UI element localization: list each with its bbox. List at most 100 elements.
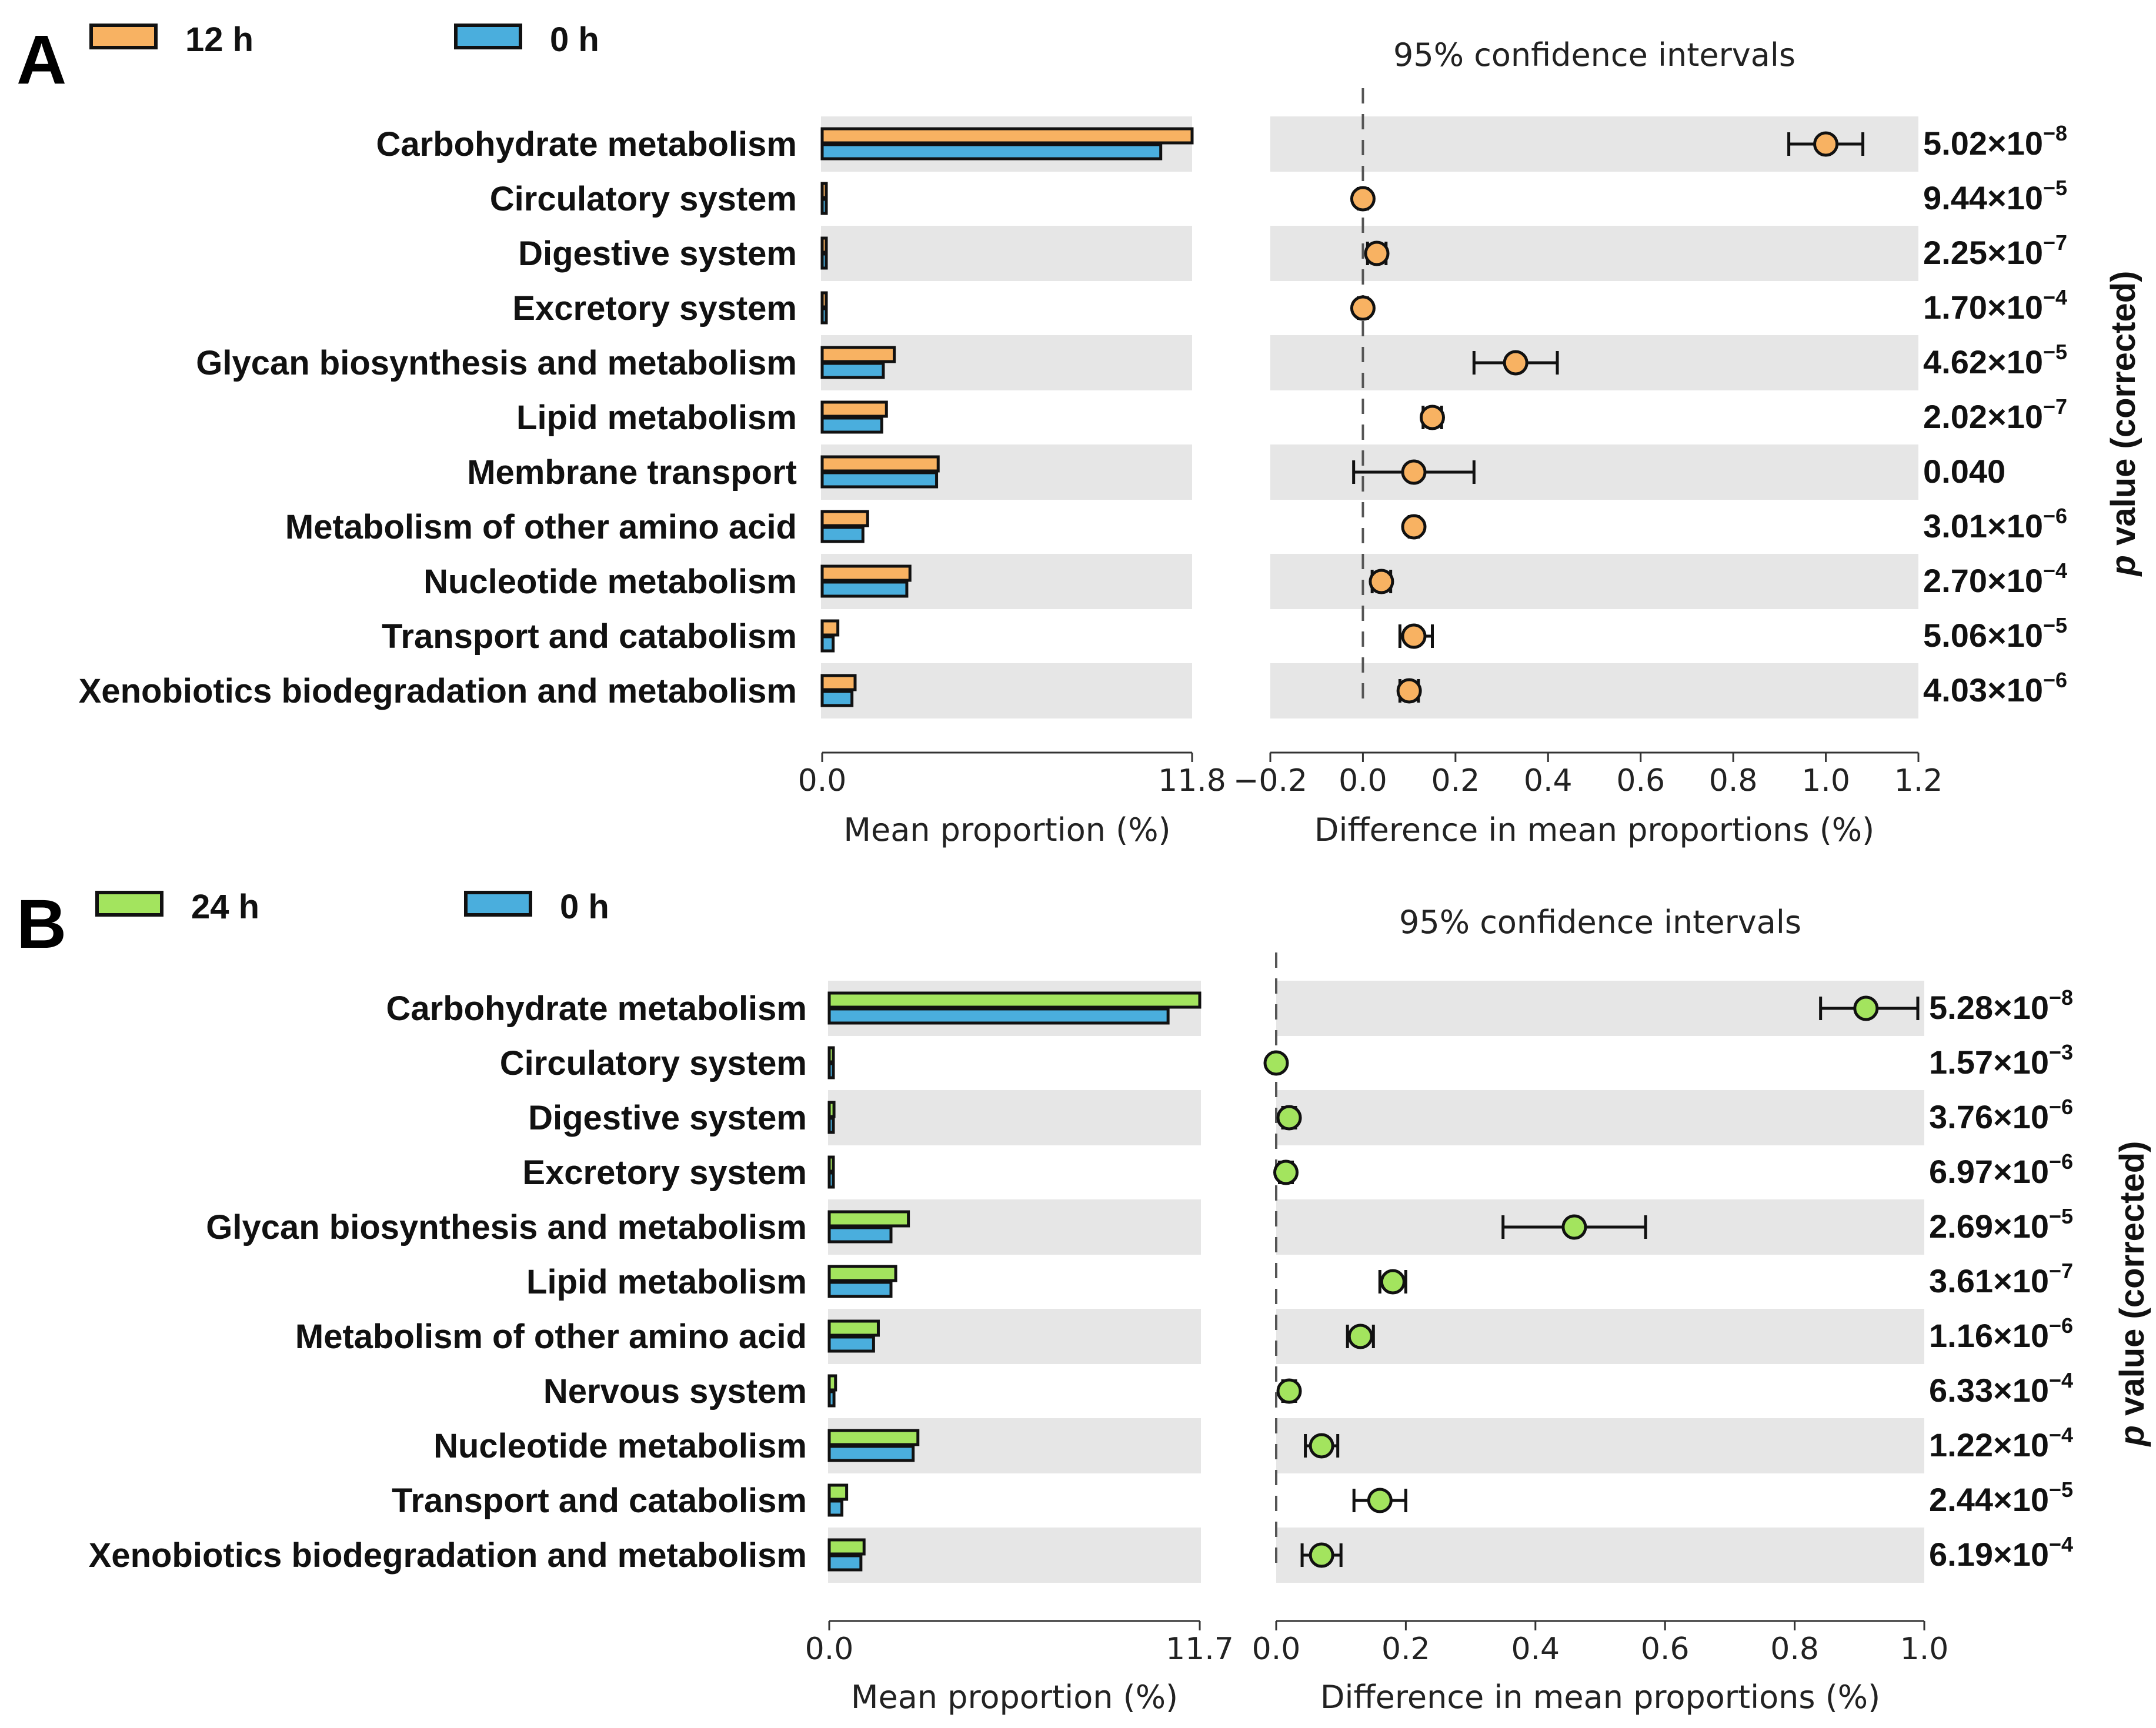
ci-tick-label: 1.0 <box>1801 763 1850 798</box>
p-value: 1.57×10−3 <box>1929 1040 2073 1081</box>
mean-difference-point <box>1309 1542 1334 1568</box>
p-value: 5.06×10−5 <box>1923 613 2067 654</box>
bar-control <box>827 1007 1170 1025</box>
p-value-mantissa: 2.70×10 <box>1923 562 2043 599</box>
ci-tick-label: 0.0 <box>1339 763 1387 798</box>
bar-control <box>827 1171 835 1189</box>
ci-title: 95% confidence intervals <box>1393 36 1795 73</box>
p-value-exponent: −4 <box>2049 1423 2073 1447</box>
p-value-mantissa: 3.61×10 <box>1929 1262 2049 1299</box>
mean-difference-point <box>1276 1378 1302 1404</box>
bar-treated <box>820 400 888 418</box>
p-value-axis-title: p value (corrected) <box>2113 1141 2151 1448</box>
category-label: Circulatory system <box>500 1044 807 1082</box>
mean-difference-point <box>1420 405 1445 430</box>
category-label: Nervous system <box>543 1372 807 1411</box>
bar-treated <box>827 1265 897 1282</box>
panel-b: B 24 h 0 h Carbohydrate metabolism Circulato… <box>16 885 2151 1716</box>
p-value-mantissa: 3.76×10 <box>1929 1098 2049 1135</box>
bar-treated <box>820 182 828 199</box>
p-value-exponent: −6 <box>2043 668 2067 692</box>
bar-control <box>827 1335 875 1353</box>
p-value: 2.69×10−5 <box>1929 1204 2073 1245</box>
mean-difference-point <box>1380 1269 1406 1295</box>
bar-control <box>820 198 828 215</box>
bar-control <box>820 690 854 707</box>
p-value-mantissa: 2.69×10 <box>1929 1208 2049 1245</box>
p-value: 6.19×10−4 <box>1929 1532 2073 1573</box>
bar-tick-label: 11.7 <box>1166 1632 1234 1667</box>
category-label: Metabolism of other amino acid <box>285 508 797 546</box>
bar-tick-label: 0.0 <box>798 763 847 798</box>
ci-tick-label: 0.0 <box>1252 1632 1301 1667</box>
bar-treated <box>827 1429 920 1446</box>
category-label: Metabolism of other amino acid <box>295 1318 807 1356</box>
p-value-exponent: −7 <box>2043 395 2067 419</box>
p-value-mantissa: 5.02×10 <box>1923 125 2043 162</box>
p-value-exponent: −7 <box>2049 1259 2073 1283</box>
category-label: Nucleotide metabolism <box>423 563 797 601</box>
bar-treated <box>827 1374 837 1392</box>
row-band <box>828 1309 1201 1364</box>
p-value: 4.62×10−5 <box>1923 340 2067 380</box>
bar-treated <box>820 236 828 254</box>
p-value-mantissa: 2.02×10 <box>1923 398 2043 435</box>
ci-row-band <box>1276 1090 1924 1145</box>
category-label: Transport and catabolism <box>392 1482 807 1520</box>
bar-control <box>827 1554 863 1572</box>
bar-treated <box>820 346 896 363</box>
p-value: 1.70×10−4 <box>1923 285 2067 326</box>
category-label: Xenobiotics biodegradation and metabolis… <box>79 672 797 710</box>
ci-tick-label: 0.8 <box>1770 1632 1819 1667</box>
bar-control <box>820 252 828 270</box>
bar-control <box>820 471 939 489</box>
bar-treated <box>827 1319 880 1337</box>
ci-tick-label: 0.4 <box>1511 1632 1560 1667</box>
bar-treated <box>827 1210 910 1228</box>
bar-control <box>820 143 1163 161</box>
bar-treated <box>820 455 940 473</box>
bar-treated <box>827 991 1202 1009</box>
ci-row-band <box>1276 1418 1924 1473</box>
ci-row-band <box>1270 335 1918 390</box>
p-value-exponent: −5 <box>2043 340 2067 364</box>
legend-swatch <box>95 891 163 917</box>
bar-treated <box>827 1046 835 1064</box>
p-title-rest: value (corrected) <box>2113 1141 2151 1426</box>
p-value-mantissa: 1.70×10 <box>1923 289 2043 326</box>
category-label: Carbohydrate metabolism <box>376 125 797 163</box>
p-value-exponent: −6 <box>2049 1313 2073 1338</box>
ci-tick-label: 1.0 <box>1900 1632 1949 1667</box>
bar-treated <box>820 564 912 582</box>
ci-tick-label: 0.2 <box>1381 1632 1430 1667</box>
category-label: Glycan biosynthesis and metabolism <box>206 1208 807 1246</box>
category-label: Excretory system <box>522 1154 807 1192</box>
mean-difference-point <box>1396 678 1422 704</box>
category-label: Glycan biosynthesis and metabolism <box>196 344 797 382</box>
bar-control <box>820 362 885 379</box>
ci-row-band <box>1276 1309 1924 1364</box>
p-value: 1.16×10−6 <box>1929 1313 2073 1354</box>
mean-difference-point <box>1401 623 1427 649</box>
p-value-exponent: −4 <box>2043 559 2067 583</box>
category-label: Circulatory system <box>490 180 797 218</box>
bar-control <box>820 526 865 543</box>
mean-difference-point <box>1369 569 1394 594</box>
legend-swatch <box>464 891 532 917</box>
p-italic: p <box>2113 1425 2151 1447</box>
p-value: 2.44×10−5 <box>1929 1478 2073 1518</box>
bar-treated <box>827 1483 849 1501</box>
p-value-mantissa: 3.01×10 <box>1923 507 2043 544</box>
mean-difference-point <box>1813 131 1839 157</box>
legend-label: 0 h <box>550 21 599 59</box>
p-value: 5.28×10−8 <box>1929 985 2073 1026</box>
p-value: 6.33×10−4 <box>1929 1368 2073 1409</box>
bar-control <box>827 1499 844 1517</box>
ci-tick-label: 0.4 <box>1524 763 1573 798</box>
category-label: Nucleotide metabolism <box>433 1427 807 1465</box>
p-value: 3.61×10−7 <box>1929 1259 2073 1299</box>
bar-axis-title: Mean proportion (%) <box>851 1679 1178 1716</box>
p-title-rest: value (corrected) <box>2104 271 2142 556</box>
p-value-exponent: −5 <box>2049 1204 2073 1228</box>
p-value-mantissa: 6.97×10 <box>1929 1153 2049 1190</box>
